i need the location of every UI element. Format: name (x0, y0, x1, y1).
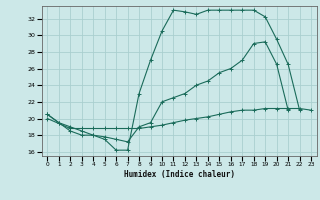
X-axis label: Humidex (Indice chaleur): Humidex (Indice chaleur) (124, 170, 235, 179)
